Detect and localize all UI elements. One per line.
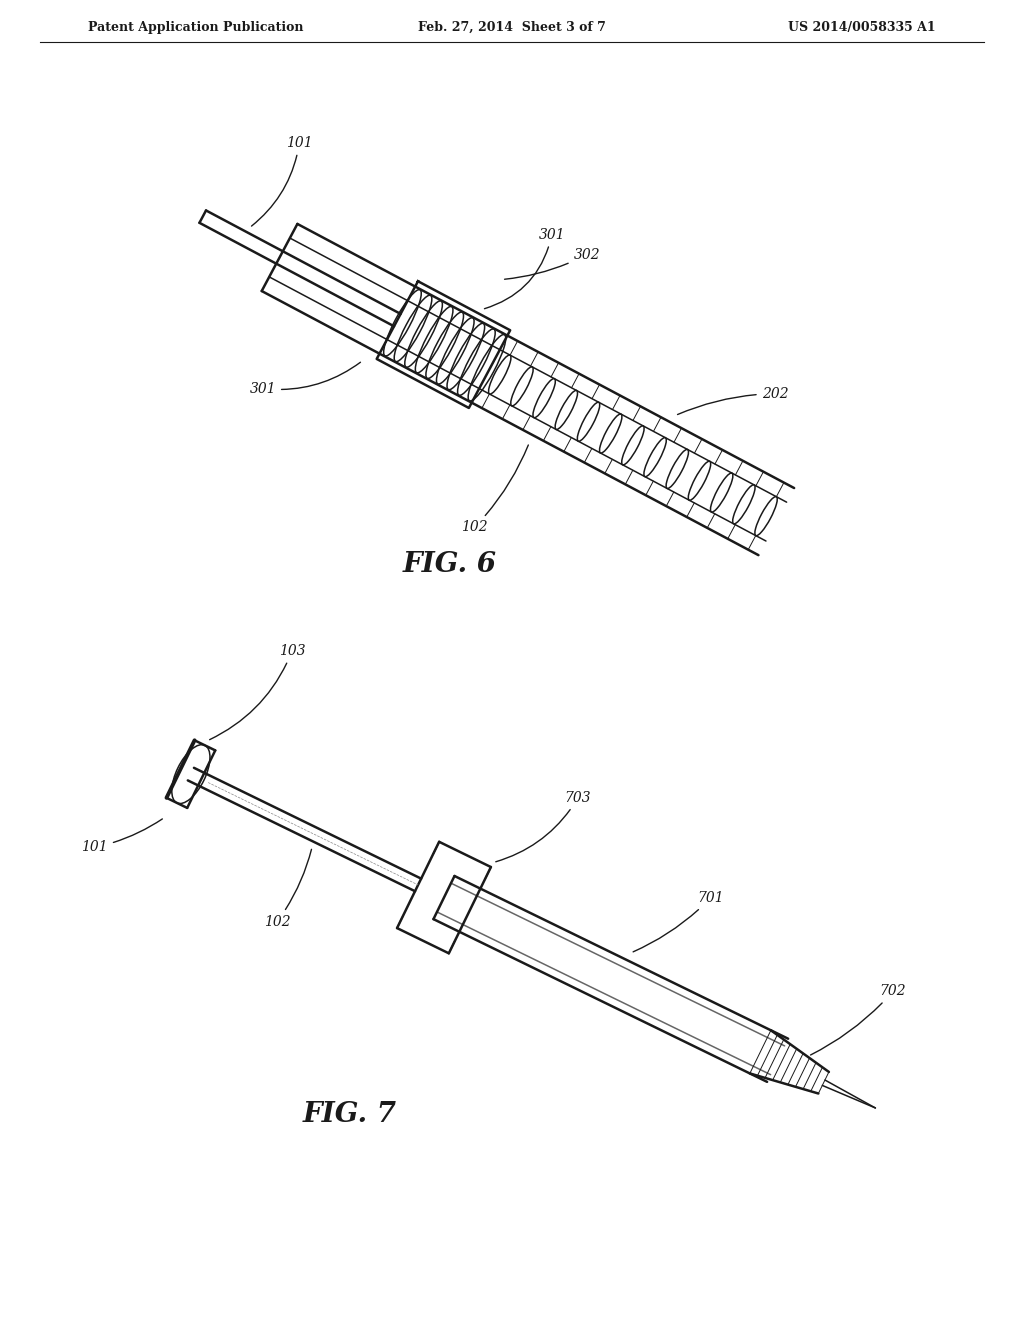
Text: Patent Application Publication: Patent Application Publication	[88, 21, 303, 33]
Text: FIG. 7: FIG. 7	[303, 1101, 397, 1129]
Text: Feb. 27, 2014  Sheet 3 of 7: Feb. 27, 2014 Sheet 3 of 7	[418, 21, 606, 33]
Text: 302: 302	[505, 248, 600, 280]
Text: 101: 101	[252, 136, 312, 226]
Text: 101: 101	[81, 818, 163, 854]
Text: 102: 102	[461, 445, 528, 535]
Text: 202: 202	[678, 387, 788, 414]
Text: 701: 701	[633, 891, 724, 952]
Text: FIG. 6: FIG. 6	[403, 552, 497, 578]
Text: 103: 103	[210, 644, 305, 739]
Text: 703: 703	[496, 791, 592, 862]
Text: 301: 301	[484, 227, 565, 309]
Text: US 2014/0058335 A1: US 2014/0058335 A1	[788, 21, 936, 33]
Text: 102: 102	[264, 849, 311, 928]
Text: 301: 301	[250, 362, 360, 396]
Text: 702: 702	[811, 985, 906, 1055]
